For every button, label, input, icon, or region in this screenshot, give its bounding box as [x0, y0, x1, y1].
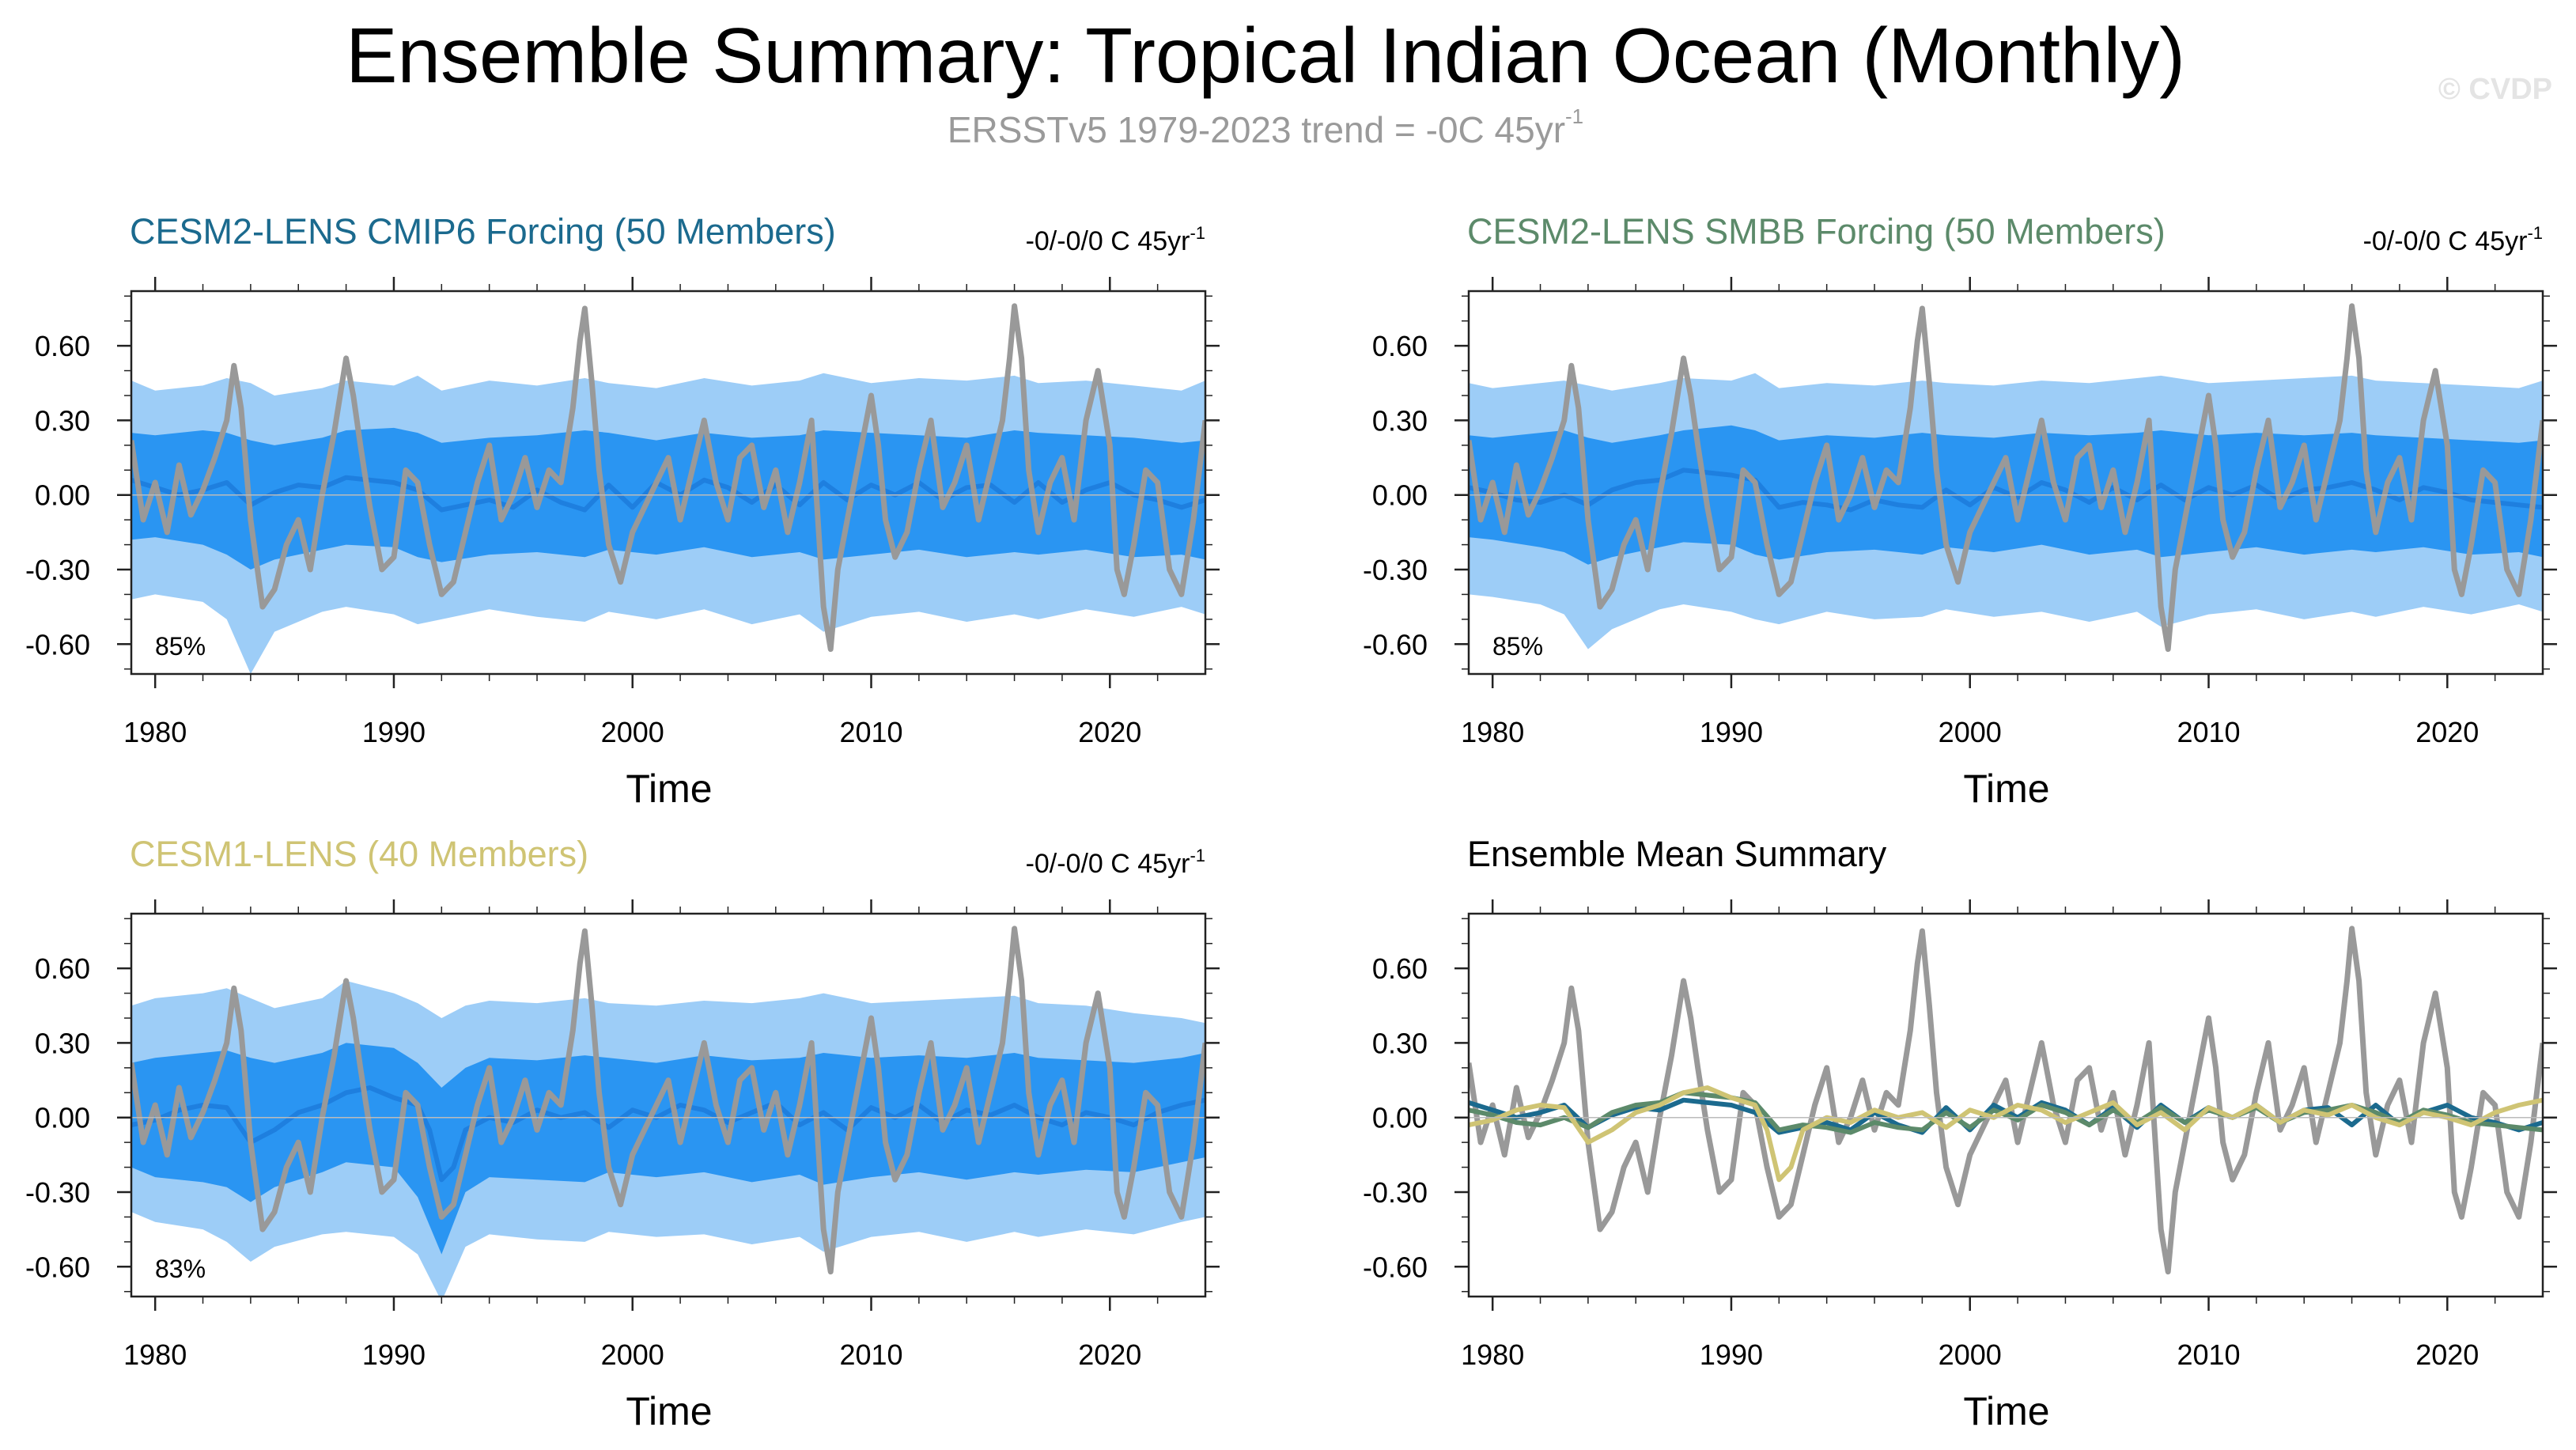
x-tick-label: 2020 — [1078, 716, 1141, 748]
trend-label-exponent: -1 — [2527, 223, 2543, 243]
plot-area — [1469, 926, 2543, 1275]
x-tick-label: 1990 — [362, 1338, 426, 1371]
panel-ens-mean-summary: -0.60 -0.30 0.00 0.30 0.60 1980 1990 2000 2010 20… — [1363, 834, 2557, 1433]
x-tick-label: 2020 — [2415, 716, 2479, 748]
y-tick-label: -0.60 — [25, 628, 90, 661]
series-line-cesm1 — [1469, 1085, 2543, 1183]
x-tick-label: 1990 — [1700, 1338, 1763, 1371]
y-tick-label: 0.00 — [35, 479, 90, 512]
x-tick-label: 1980 — [123, 716, 187, 748]
x-tick-label: 2000 — [1939, 716, 2002, 748]
x-tick-label: 2000 — [601, 1338, 664, 1371]
trend-label: -0/-0/0 C 45yr-1 — [1026, 223, 1205, 256]
trend-label-exponent: -1 — [1190, 223, 1205, 243]
y-tick-label: 0.00 — [1372, 1102, 1428, 1134]
series-line-observation — [131, 926, 1205, 1275]
y-tick-label: -0.30 — [25, 1176, 90, 1209]
x-tick-label: 1990 — [1700, 716, 1763, 748]
panel-title: CESM2-LENS SMBB Forcing (50 Members) — [1467, 211, 2166, 252]
subtitle-exponent: -1 — [1565, 104, 1584, 128]
panel-cesm2-smbb: -0.60 -0.30 0.00 0.30 0.60 1980 1990 2000 2010 20… — [1363, 211, 2557, 811]
y-tick-label: 0.60 — [1372, 330, 1428, 362]
panel-title: CESM2-LENS CMIP6 Forcing (50 Members) — [130, 211, 836, 252]
trend-label-text: -0/-0/0 C 45yr — [1026, 226, 1190, 256]
plot-frame — [1467, 290, 2544, 676]
y-tick-label: -0.60 — [25, 1251, 90, 1283]
trend-label-exponent: -1 — [1190, 846, 1205, 865]
series-line-ens_mean — [1469, 468, 2543, 513]
x-tick-label: 2010 — [839, 716, 902, 748]
plot-area — [1469, 303, 2543, 653]
panel-cesm2-cmip6: -0.60 -0.30 0.00 0.30 0.60 1980 1990 2000 2010 20… — [25, 211, 1220, 811]
trend-label-text: -0/-0/0 C 45yr — [2363, 226, 2528, 256]
series-line-ens_mean — [131, 1085, 1205, 1183]
x-axis-label: Time — [1963, 767, 2049, 811]
y-tick-label: 0.30 — [35, 404, 90, 437]
panel-title: CESM1-LENS (40 Members) — [130, 834, 588, 874]
plot-frame — [1467, 912, 2544, 1298]
x-axis-label: Time — [626, 1389, 712, 1433]
trend-label-text: -0/-0/0 C 45yr — [1026, 849, 1190, 879]
watermark: © CVDP — [2438, 73, 2552, 106]
plot-frame — [130, 912, 1207, 1298]
x-tick-label: 2010 — [2177, 1338, 2240, 1371]
y-tick-label: -0.30 — [1363, 1176, 1428, 1209]
percent-label: 85% — [155, 632, 206, 661]
plot-area — [131, 303, 1205, 674]
x-tick-label: 1980 — [1461, 716, 1524, 748]
x-tick-label: 2020 — [2415, 1338, 2479, 1371]
y-tick-label: -0.30 — [25, 554, 90, 586]
y-tick-label: -0.60 — [1363, 1251, 1428, 1283]
panel-cesm1: -0.60 -0.30 0.00 0.30 0.60 1980 1990 2000 2010 20… — [25, 834, 1220, 1433]
x-axis-label: Time — [626, 767, 712, 811]
plot-frame — [130, 290, 1207, 676]
x-axis-label: Time — [1963, 1389, 2049, 1433]
percent-label: 85% — [1492, 632, 1543, 661]
series-line-ens_mean — [131, 475, 1205, 513]
trend-label: -0/-0/0 C 45yr-1 — [1026, 846, 1205, 879]
y-tick-label: 0.30 — [35, 1027, 90, 1059]
x-tick-label: 2010 — [839, 1338, 902, 1371]
y-tick-label: 0.00 — [35, 1102, 90, 1134]
plot-area — [131, 926, 1205, 1297]
y-tick-label: -0.30 — [1363, 554, 1428, 586]
y-tick-label: 0.30 — [1372, 1027, 1428, 1059]
main-title: Ensemble Summary: Tropical Indian Ocean … — [346, 12, 2185, 99]
panel-title: Ensemble Mean Summary — [1467, 834, 1887, 874]
main-subtitle: ERSSTv5 1979-2023 trend = -0C 45yr-1 — [0, 104, 2531, 151]
y-tick-label: 0.00 — [1372, 479, 1428, 512]
x-tick-label: 2000 — [601, 716, 664, 748]
series-line-observation — [131, 303, 1205, 653]
series-line-observation — [1469, 926, 2543, 1275]
x-tick-label: 1990 — [362, 716, 426, 748]
x-tick-label: 1980 — [123, 1338, 187, 1371]
subtitle-text: ERSSTv5 1979-2023 trend = -0C 45yr — [947, 109, 1566, 150]
y-tick-label: 0.60 — [35, 952, 90, 985]
series-line-observation — [1469, 303, 2543, 653]
x-tick-label: 2010 — [2177, 716, 2240, 748]
y-tick-label: -0.60 — [1363, 628, 1428, 661]
x-tick-label: 1980 — [1461, 1338, 1524, 1371]
trend-label: -0/-0/0 C 45yr-1 — [2363, 223, 2543, 256]
y-tick-label: 0.30 — [1372, 404, 1428, 437]
y-tick-label: 0.60 — [1372, 952, 1428, 985]
x-tick-label: 2020 — [1078, 1338, 1141, 1371]
x-tick-label: 2000 — [1939, 1338, 2002, 1371]
percent-label: 83% — [155, 1255, 206, 1283]
y-tick-label: 0.60 — [35, 330, 90, 362]
